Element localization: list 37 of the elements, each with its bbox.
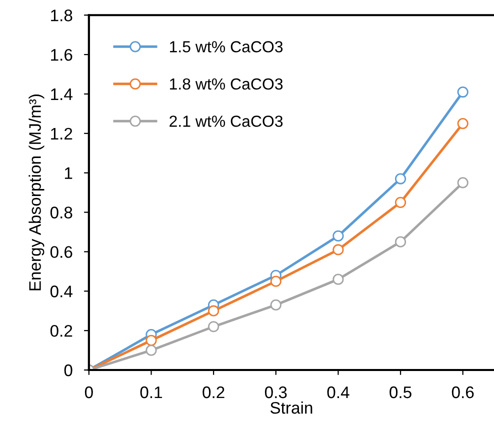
x-axis-title: Strain xyxy=(270,402,312,414)
x-tick-label: 0 xyxy=(84,386,93,398)
y-tick-label: 1 xyxy=(64,167,72,179)
x-tick-label: 0.5 xyxy=(390,386,412,398)
y-tick-label: 0.2 xyxy=(50,324,72,337)
point xyxy=(457,86,468,98)
y-axis-title: Energy Absorption (MJ/m³) xyxy=(28,94,44,290)
point xyxy=(457,177,468,188)
x-tick-label: 0.1 xyxy=(140,386,162,398)
point xyxy=(394,173,406,184)
x-tick-label: 0.4 xyxy=(327,386,350,398)
legend-label: 2.1 wt% CaCO3 xyxy=(170,116,283,127)
point xyxy=(208,321,220,332)
y-tick-label: 0.4 xyxy=(50,286,72,298)
legend-label: 1.8 wt% CaCO3 xyxy=(170,78,283,90)
y-tick-label: 0.6 xyxy=(50,246,72,258)
point xyxy=(394,196,406,208)
point xyxy=(332,274,344,285)
point xyxy=(332,244,344,256)
x-tick-label: 0.3 xyxy=(264,386,287,398)
point xyxy=(457,118,468,130)
x-tick-label: 0.2 xyxy=(202,386,224,398)
y-tick-label: 1.8 xyxy=(51,10,72,22)
point xyxy=(332,230,344,242)
y-tick-label: 0.8 xyxy=(50,206,72,218)
point xyxy=(146,344,157,356)
y-tick-label: 0 xyxy=(64,364,72,376)
y-tick-label: 1.6 xyxy=(51,48,72,61)
point xyxy=(394,236,406,248)
point xyxy=(270,276,282,287)
point xyxy=(270,299,282,310)
x-tick-label: 0.6 xyxy=(452,386,474,398)
point xyxy=(208,305,220,316)
y-tick-label: 1.2 xyxy=(51,128,72,140)
legend-label: 1.5 wt% CaCO3 xyxy=(170,41,283,52)
y-tick-label: 1.4 xyxy=(51,88,72,100)
point xyxy=(146,334,157,346)
